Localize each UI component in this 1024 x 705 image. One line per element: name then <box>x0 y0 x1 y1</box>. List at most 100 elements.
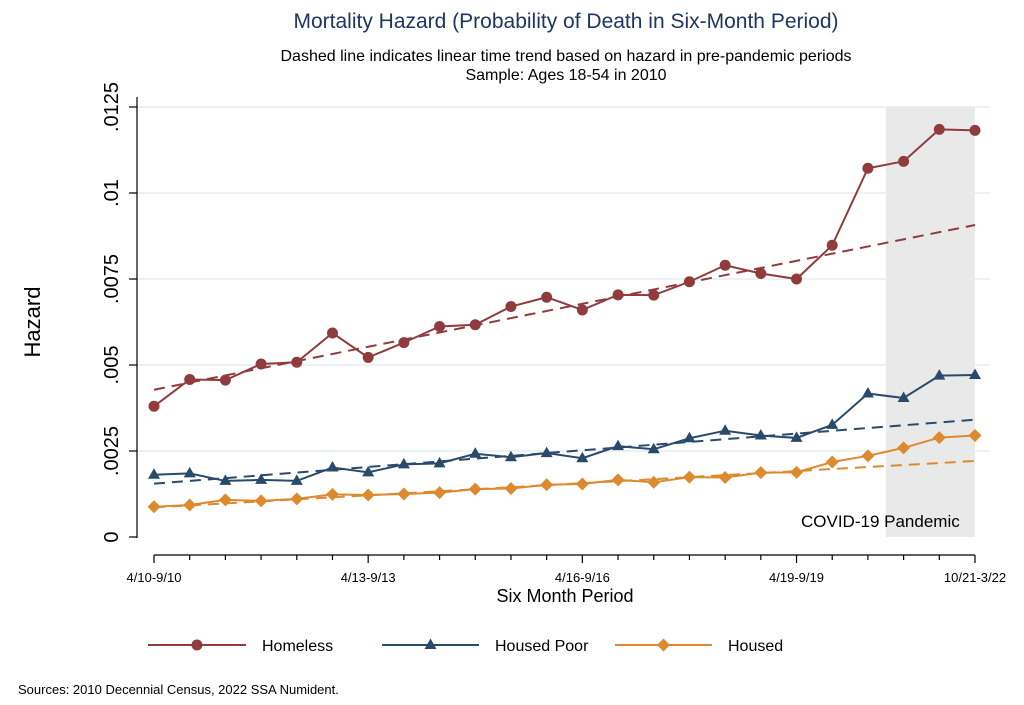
data-point-housed-17 <box>754 466 768 480</box>
data-point-housed-poor-20 <box>861 387 874 398</box>
legend-item-housed-poor: Housed Poor <box>382 638 589 655</box>
data-point-homeless-2 <box>219 374 231 386</box>
data-point-housed-poor-23 <box>969 368 981 379</box>
series-line-housed <box>153 434 976 508</box>
data-point-homeless-21 <box>898 155 910 167</box>
trend-line-homeless <box>153 224 976 391</box>
data-point-homeless-7 <box>398 337 410 349</box>
data-point-housed-0 <box>147 500 161 514</box>
data-point-housed-19 <box>825 455 839 469</box>
data-point-homeless-22 <box>933 123 945 135</box>
data-point-housed-poor-17 <box>754 429 767 440</box>
data-point-homeless-19 <box>826 239 838 251</box>
data-point-homeless-12 <box>576 304 588 316</box>
data-point-housed-poor-15 <box>683 431 696 443</box>
legend-item-homeless: Homeless <box>148 638 333 655</box>
data-point-homeless-13 <box>612 289 624 301</box>
chart-subtitle-line-1: Dashed line indicates linear time trend … <box>281 48 852 65</box>
data-point-housed-poor-18 <box>790 431 803 442</box>
legend-label-housed-poor: Housed Poor <box>495 638 589 655</box>
data-point-homeless-1 <box>184 373 196 385</box>
data-point-housed-11 <box>540 478 554 492</box>
series-housed <box>147 429 982 514</box>
data-point-housed-22 <box>932 431 946 445</box>
data-point-housed-14 <box>647 475 661 489</box>
data-point-housed-2 <box>218 493 232 507</box>
data-point-housed-poor-16 <box>719 424 732 435</box>
covid-shaded-region <box>885 107 975 537</box>
x-axis-label: Six Month Period <box>496 586 633 606</box>
data-point-housed-poor-2 <box>219 474 232 485</box>
data-point-homeless-4 <box>291 356 303 368</box>
data-point-housed-13 <box>611 473 625 487</box>
data-point-housed-poor-9 <box>469 447 482 458</box>
series-homeless <box>148 123 981 412</box>
data-point-housed-poor-14 <box>647 442 660 454</box>
data-point-housed-20 <box>861 449 875 463</box>
data-point-homeless-16 <box>719 259 731 271</box>
data-point-housed-9 <box>468 482 482 496</box>
data-point-housed-1 <box>183 498 197 512</box>
data-point-housed-poor-13 <box>612 439 625 451</box>
data-point-housed-15 <box>682 470 696 484</box>
data-point-homeless-17 <box>755 267 767 279</box>
data-point-housed-poor-1 <box>183 466 196 478</box>
data-point-housed-16 <box>718 470 732 484</box>
data-point-homeless-18 <box>791 273 803 285</box>
data-point-housed-poor-22 <box>933 369 946 380</box>
trend-line-housed <box>153 459 976 509</box>
data-point-homeless-3 <box>255 358 267 370</box>
x-tick-label-2: 4/16-9/16 <box>555 570 610 585</box>
y-tick-label-2: .005 <box>101 346 123 385</box>
data-point-housed-21 <box>897 441 911 455</box>
y-tick-label-3: .0075 <box>101 254 123 304</box>
data-point-housed-7 <box>397 487 411 501</box>
covid-region-label: COVID-19 Pandemic <box>801 512 960 531</box>
legend: Homeless Housed Poor Housed <box>148 638 783 655</box>
data-point-homeless-15 <box>683 276 695 288</box>
y-tick-label-4: .01 <box>101 179 123 207</box>
series-line-housed-poor <box>153 373 976 482</box>
y-axis-label: Hazard <box>20 287 45 358</box>
data-point-housed-poor-8 <box>433 456 446 468</box>
series-housed-poor <box>148 368 981 485</box>
data-point-housed-12 <box>575 477 589 491</box>
data-point-homeless-6 <box>362 351 374 363</box>
data-point-housed-poor-0 <box>148 468 160 479</box>
source-note: Sources: 2010 Decennial Census, 2022 SSA… <box>18 682 339 697</box>
data-point-housed-23 <box>968 429 982 443</box>
data-point-housed-poor-7 <box>397 457 410 469</box>
data-point-homeless-0 <box>148 400 160 412</box>
data-point-homeless-11 <box>541 291 553 303</box>
data-point-housed-poor-19 <box>826 418 839 429</box>
data-point-housed-10 <box>504 481 518 495</box>
series-line-homeless <box>153 128 976 408</box>
chart-title: Mortality Hazard (Probability of Death i… <box>293 10 838 33</box>
legend-marker-homeless <box>191 639 203 651</box>
data-point-housed-18 <box>790 465 804 479</box>
data-point-homeless-20 <box>862 162 874 174</box>
data-point-housed-6 <box>361 488 375 502</box>
data-point-housed-poor-3 <box>255 473 268 484</box>
data-point-housed-poor-11 <box>540 446 553 458</box>
y-tick-label-0: 0 <box>101 531 123 542</box>
data-point-housed-8 <box>433 486 447 500</box>
data-point-homeless-5 <box>326 327 338 339</box>
data-point-housed-poor-12 <box>576 451 589 463</box>
data-point-housed-3 <box>254 494 268 508</box>
data-point-homeless-10 <box>505 301 517 313</box>
trend-line-housed-poor <box>153 418 976 485</box>
legend-marker-housed <box>657 638 670 652</box>
data-point-housed-4 <box>290 492 304 506</box>
legend-label-homeless: Homeless <box>262 638 333 655</box>
data-point-housed-poor-10 <box>504 450 517 462</box>
legend-marker-housed-poor <box>424 638 437 649</box>
legend-item-housed: Housed <box>615 638 783 655</box>
chart-subtitle-line-2: Sample: Ages 18-54 in 2010 <box>465 67 666 84</box>
x-tick-label-1: 4/13-9/13 <box>341 570 396 585</box>
legend-label-housed: Housed <box>728 638 783 655</box>
plot-area: COVID-19 Pandemic 0 .0025 .005 .0075 .01 .012… <box>101 82 1006 585</box>
x-tick-label-0: 4/10-9/10 <box>127 570 182 585</box>
data-point-housed-poor-21 <box>897 391 910 403</box>
